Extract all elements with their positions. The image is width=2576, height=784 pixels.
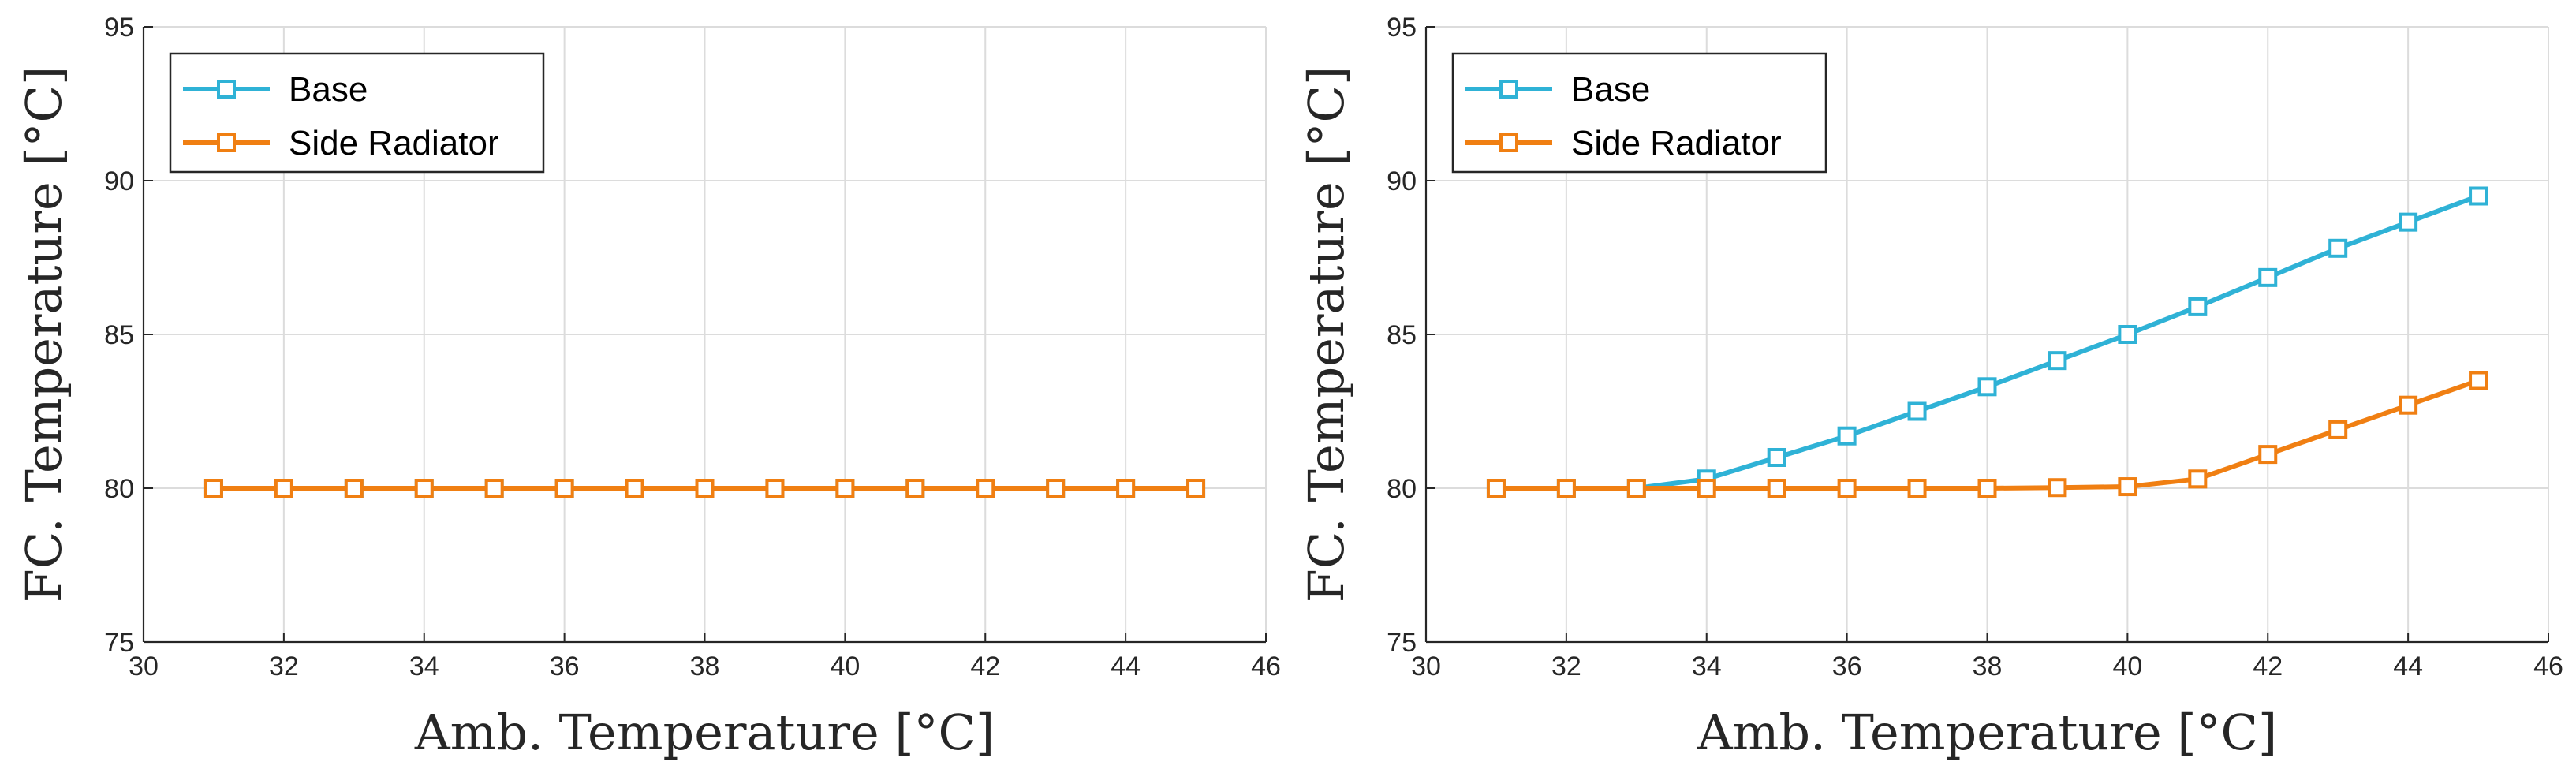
data-point	[2469, 371, 2488, 390]
legend-marker-1	[1499, 133, 1518, 152]
x-axis-title: Amb. Temperature [°C]	[1697, 704, 2277, 761]
x-tick-label: 38	[690, 651, 720, 681]
legend-label-1: Side Radiator	[289, 124, 499, 162]
data-point	[1837, 426, 1857, 446]
x-tick-label: 34	[409, 651, 439, 681]
x-tick-label: 30	[1411, 651, 1441, 681]
data-point	[2118, 477, 2137, 497]
legend-marker-1	[217, 133, 236, 152]
data-point	[625, 479, 644, 498]
y-tick-label: 90	[104, 166, 134, 196]
y-tick-label: 75	[1387, 628, 1417, 658]
y-axis-title: FC. Temperature [°C]	[15, 66, 73, 603]
x-tick-label: 36	[550, 651, 580, 681]
data-point	[2399, 395, 2418, 415]
data-point	[976, 479, 995, 498]
chart-panel-right: 30 32 34 36 38 40 42 44 46 75 80 85 90 95 Amb. Tempera…	[1297, 13, 2563, 761]
data-point	[1907, 401, 1927, 421]
x-tick-label: 46	[2533, 651, 2563, 681]
y-axis-title: FC. Temperature [°C]	[1297, 66, 1355, 603]
x-tick-label: 30	[129, 651, 159, 681]
data-point	[2258, 445, 2278, 465]
x-tick-label: 38	[1973, 651, 2003, 681]
data-point	[1977, 377, 1997, 397]
data-point	[2399, 212, 2418, 232]
data-point	[1626, 479, 1646, 498]
x-tick-label: 32	[269, 651, 299, 681]
data-point	[1977, 479, 1997, 498]
data-point	[2328, 238, 2348, 258]
x-tick-label: 40	[2112, 651, 2142, 681]
legend-label-1: Side Radiator	[1571, 124, 1782, 162]
x-axis-title: Amb. Temperature [°C]	[414, 704, 995, 761]
data-point	[1767, 448, 1786, 467]
legend-label-0: Base	[1571, 70, 1650, 109]
x-tick-label: 32	[1551, 651, 1581, 681]
y-tick-label: 85	[1387, 320, 1417, 350]
x-tick-label: 42	[970, 651, 1000, 681]
y-tick-label: 80	[104, 474, 134, 504]
x-tick-label: 36	[1832, 651, 1862, 681]
data-point	[1907, 479, 1927, 498]
y-tick-label: 95	[104, 13, 134, 43]
data-point	[414, 479, 434, 498]
data-point	[835, 479, 855, 498]
chart-panel-left: 30 32 34 36 38 40 42 44 46 75 80 85 90 95 Amb. Tempera…	[15, 13, 1281, 761]
data-point	[554, 479, 574, 498]
data-point	[2328, 420, 2348, 439]
data-point	[765, 479, 785, 498]
x-tick-label: 44	[2393, 651, 2423, 681]
data-point	[695, 479, 715, 498]
data-point	[203, 479, 223, 498]
data-point	[484, 479, 504, 498]
data-point	[1556, 479, 1576, 498]
y-tick-label: 75	[104, 628, 134, 658]
data-point	[1767, 479, 1786, 498]
x-tick-label: 46	[1251, 651, 1281, 681]
legend-marker-0	[217, 80, 236, 99]
data-point	[2469, 186, 2488, 206]
data-point	[1697, 479, 1716, 498]
data-point	[2118, 325, 2137, 344]
data-point	[1046, 479, 1066, 498]
x-tick-label: 44	[1111, 651, 1141, 681]
data-point	[274, 479, 293, 498]
data-point	[2258, 267, 2278, 287]
y-tick-label: 90	[1387, 166, 1417, 196]
x-tick-label: 40	[830, 651, 860, 681]
data-point	[1116, 479, 1136, 498]
data-point	[344, 479, 364, 498]
y-tick-label: 95	[1387, 13, 1417, 43]
legend-marker-0	[1499, 80, 1518, 99]
y-tick-label: 85	[104, 320, 134, 350]
x-tick-label: 42	[2253, 651, 2283, 681]
legend-label-0: Base	[289, 70, 368, 109]
data-point	[2188, 297, 2208, 316]
data-point	[2048, 351, 2067, 371]
data-point	[1837, 479, 1857, 498]
data-point	[2048, 478, 2067, 498]
data-point	[2188, 469, 2208, 489]
x-tick-label: 34	[1692, 651, 1722, 681]
data-point	[1486, 479, 1506, 498]
y-tick-label: 80	[1387, 474, 1417, 504]
data-point	[1186, 479, 1206, 498]
data-point	[905, 479, 925, 498]
